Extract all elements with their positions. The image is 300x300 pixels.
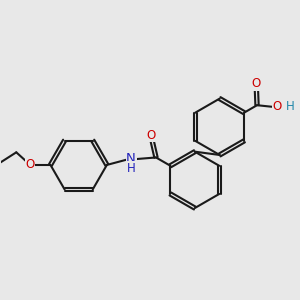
Text: H: H (286, 100, 294, 113)
Text: O: O (252, 77, 261, 91)
Text: H: H (127, 162, 136, 175)
Text: O: O (146, 129, 155, 142)
Text: O: O (273, 100, 282, 113)
Text: O: O (26, 158, 35, 171)
Text: N: N (126, 152, 136, 165)
